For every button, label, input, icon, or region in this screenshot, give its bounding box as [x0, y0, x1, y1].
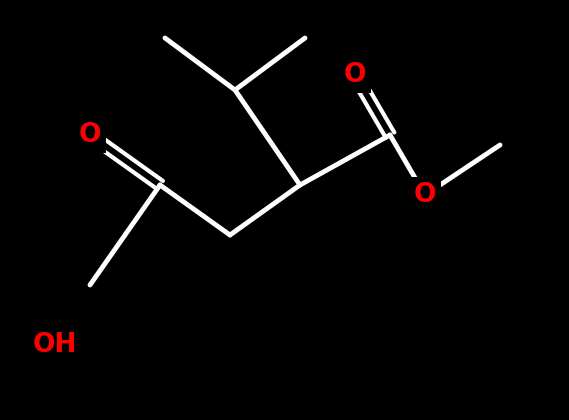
- Text: O: O: [79, 122, 101, 148]
- Text: O: O: [414, 182, 436, 208]
- Text: O: O: [344, 62, 366, 88]
- Text: OH: OH: [33, 332, 77, 358]
